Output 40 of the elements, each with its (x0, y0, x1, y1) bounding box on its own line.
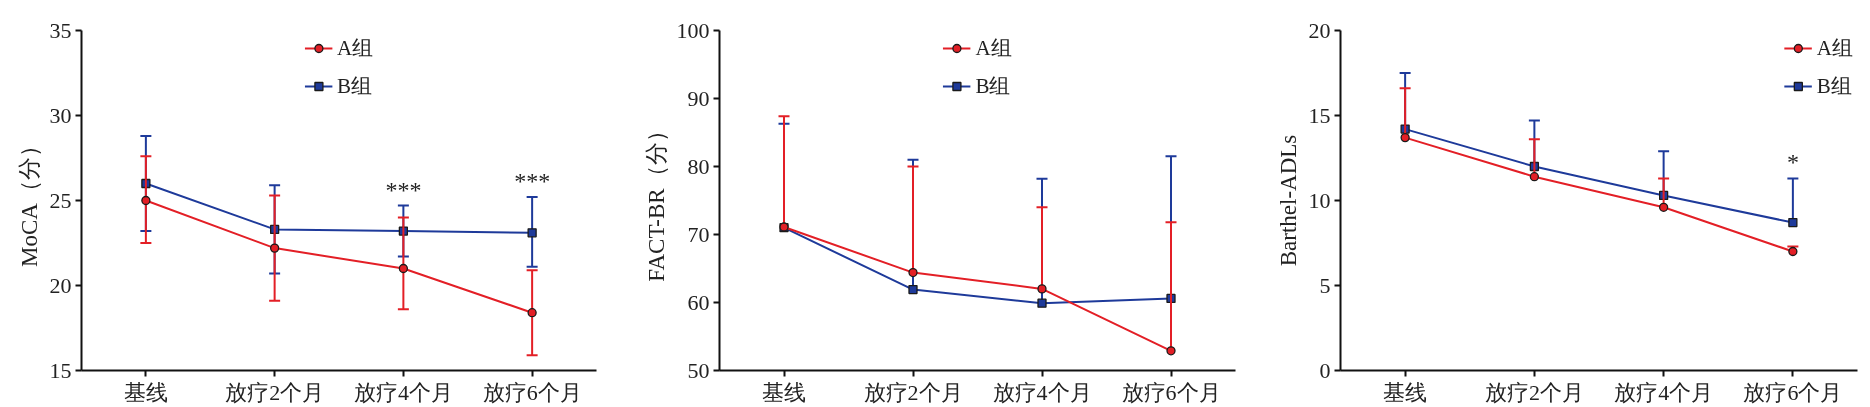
y-tick-label: 90 (687, 85, 710, 111)
annotation: *** (385, 176, 422, 203)
y-tick-label: 70 (687, 221, 710, 247)
y-tick-label: 0 (1319, 357, 1331, 383)
annotation: *** (514, 168, 551, 195)
y-axis-title: MoCA（分） (16, 134, 42, 267)
x-tick-label: 基线 (1383, 379, 1428, 405)
legend-label: B组 (975, 73, 1011, 100)
legend-label: A组 (336, 35, 374, 62)
y-tick-label: 80 (687, 153, 710, 179)
x-tick-label: 放疗6个月 (482, 379, 582, 405)
x-tick-label: 放疗6个月 (1121, 379, 1221, 405)
x-tick-label: 基线 (762, 379, 806, 405)
legend-label: A组 (1816, 35, 1853, 62)
x-tick-label: 放疗4个月 (1614, 379, 1714, 405)
y-tick-label: 20 (1308, 17, 1331, 43)
y-tick-label: 20 (49, 272, 72, 298)
y-tick-label: 10 (1308, 187, 1331, 213)
legend-label: A组 (975, 35, 1012, 62)
y-tick-label: 15 (49, 357, 72, 383)
y-tick-label: 5 (1319, 272, 1331, 298)
x-tick-label: 放疗2个月 (1484, 379, 1584, 405)
y-tick-label: 25 (49, 187, 72, 213)
y-tick-label: 15 (1308, 102, 1331, 128)
x-tick-label: 放疗4个月 (992, 379, 1092, 405)
y-axis-title: Barthel-ADLs (1275, 134, 1301, 267)
annotation: * (1786, 149, 1799, 176)
x-tick-label: 放疗4个月 (353, 379, 453, 405)
y-tick-label: 60 (687, 289, 710, 315)
x-tick-label: 放疗6个月 (1743, 379, 1843, 405)
x-tick-label: 放疗2个月 (863, 379, 963, 405)
y-tick-label: 35 (49, 17, 72, 43)
y-tick-label: 100 (676, 17, 710, 43)
x-tick-label: 基线 (123, 379, 168, 405)
y-tick-label: 50 (687, 357, 710, 383)
legend-label: B组 (1816, 73, 1852, 100)
y-axis-title: FACT-BR（分） (643, 119, 669, 282)
y-tick-label: 30 (49, 102, 72, 128)
x-tick-label: 放疗2个月 (225, 379, 325, 405)
legend-label: B组 (336, 73, 372, 100)
